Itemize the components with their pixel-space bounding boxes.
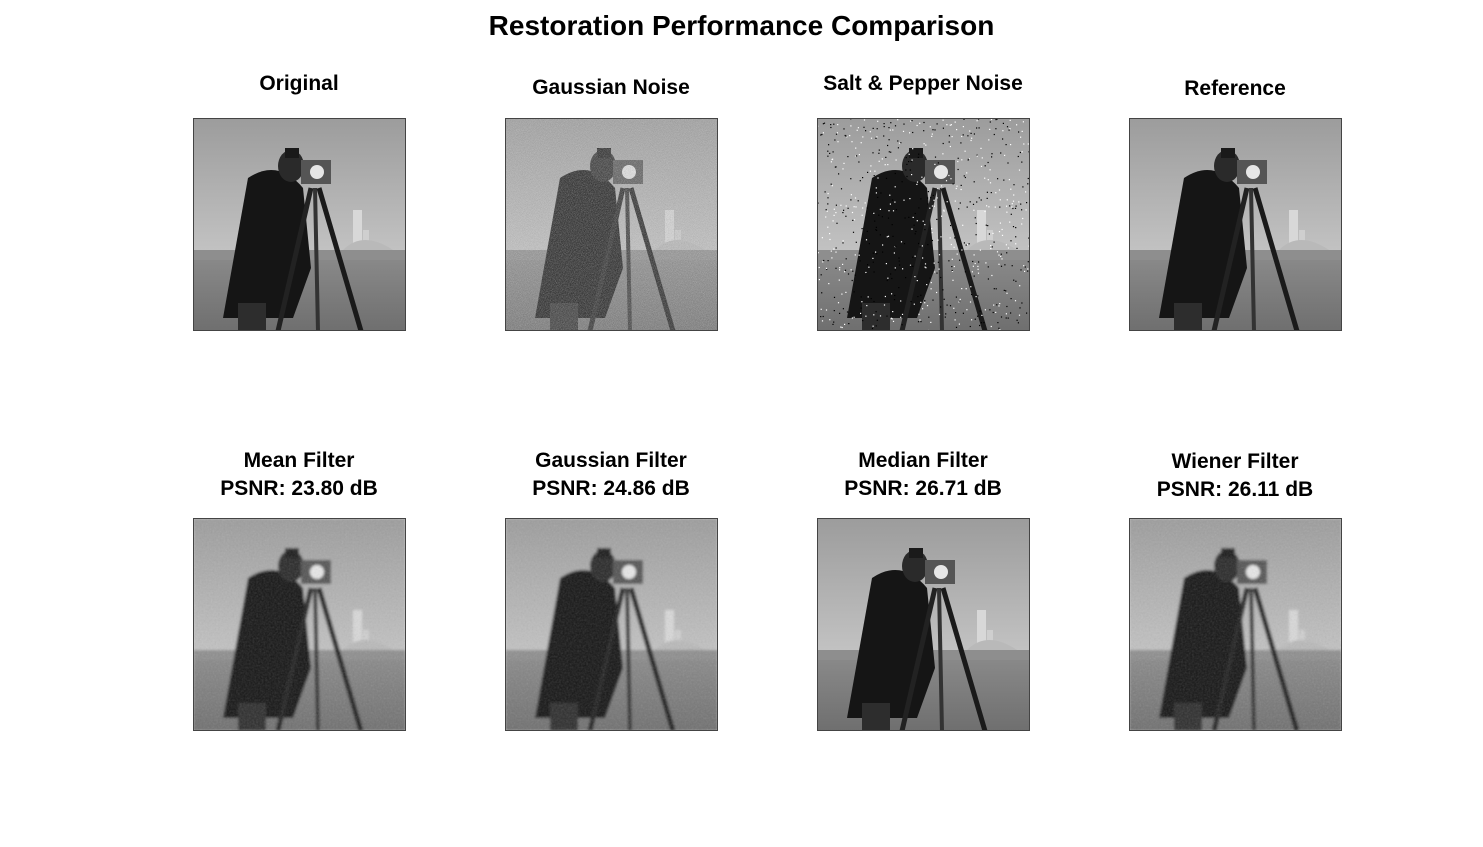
panel-mean-filter: Mean Filter PSNR: 23.80 dB [149, 447, 449, 503]
panel-salt-pepper-noise: Salt & Pepper Noise [773, 70, 1073, 98]
image-mean-filter [193, 518, 406, 731]
image-salt-pepper-noise [817, 118, 1030, 331]
psnr-label: PSNR: 26.11 dB [1156, 478, 1314, 501]
psnr-label: PSNR: 26.71 dB [844, 477, 1002, 500]
panel-title: Original [259, 72, 339, 95]
psnr-label: PSNR: 24.86 dB [532, 477, 690, 500]
panel-title: Wiener Filter [1171, 450, 1299, 473]
panel-title: Reference [1184, 77, 1286, 100]
panel-title: Median Filter [858, 449, 988, 472]
image-median-filter [817, 518, 1030, 731]
panel-title: Mean Filter [243, 449, 355, 472]
image-gaussian-noise [505, 118, 718, 331]
figure-title: Restoration Performance Comparison [488, 10, 995, 41]
panel-reference: Reference [1085, 75, 1385, 103]
panel-wiener-filter: Wiener Filter PSNR: 26.11 dB [1085, 448, 1385, 504]
psnr-label: PSNR: 23.80 dB [220, 477, 378, 500]
image-gaussian-filter [505, 518, 718, 731]
panel-title: Gaussian Noise [532, 76, 690, 99]
panel-gaussian-filter: Gaussian Filter PSNR: 24.86 dB [461, 447, 761, 503]
image-wiener-filter [1129, 518, 1342, 731]
panel-median-filter: Median Filter PSNR: 26.71 dB [773, 447, 1073, 503]
image-original [193, 118, 406, 331]
panel-title: Salt & Pepper Noise [823, 72, 1023, 95]
panel-gaussian-noise: Gaussian Noise [461, 74, 761, 102]
panel-original: Original [149, 70, 449, 98]
panel-title: Gaussian Filter [535, 449, 687, 472]
image-reference [1129, 118, 1342, 331]
